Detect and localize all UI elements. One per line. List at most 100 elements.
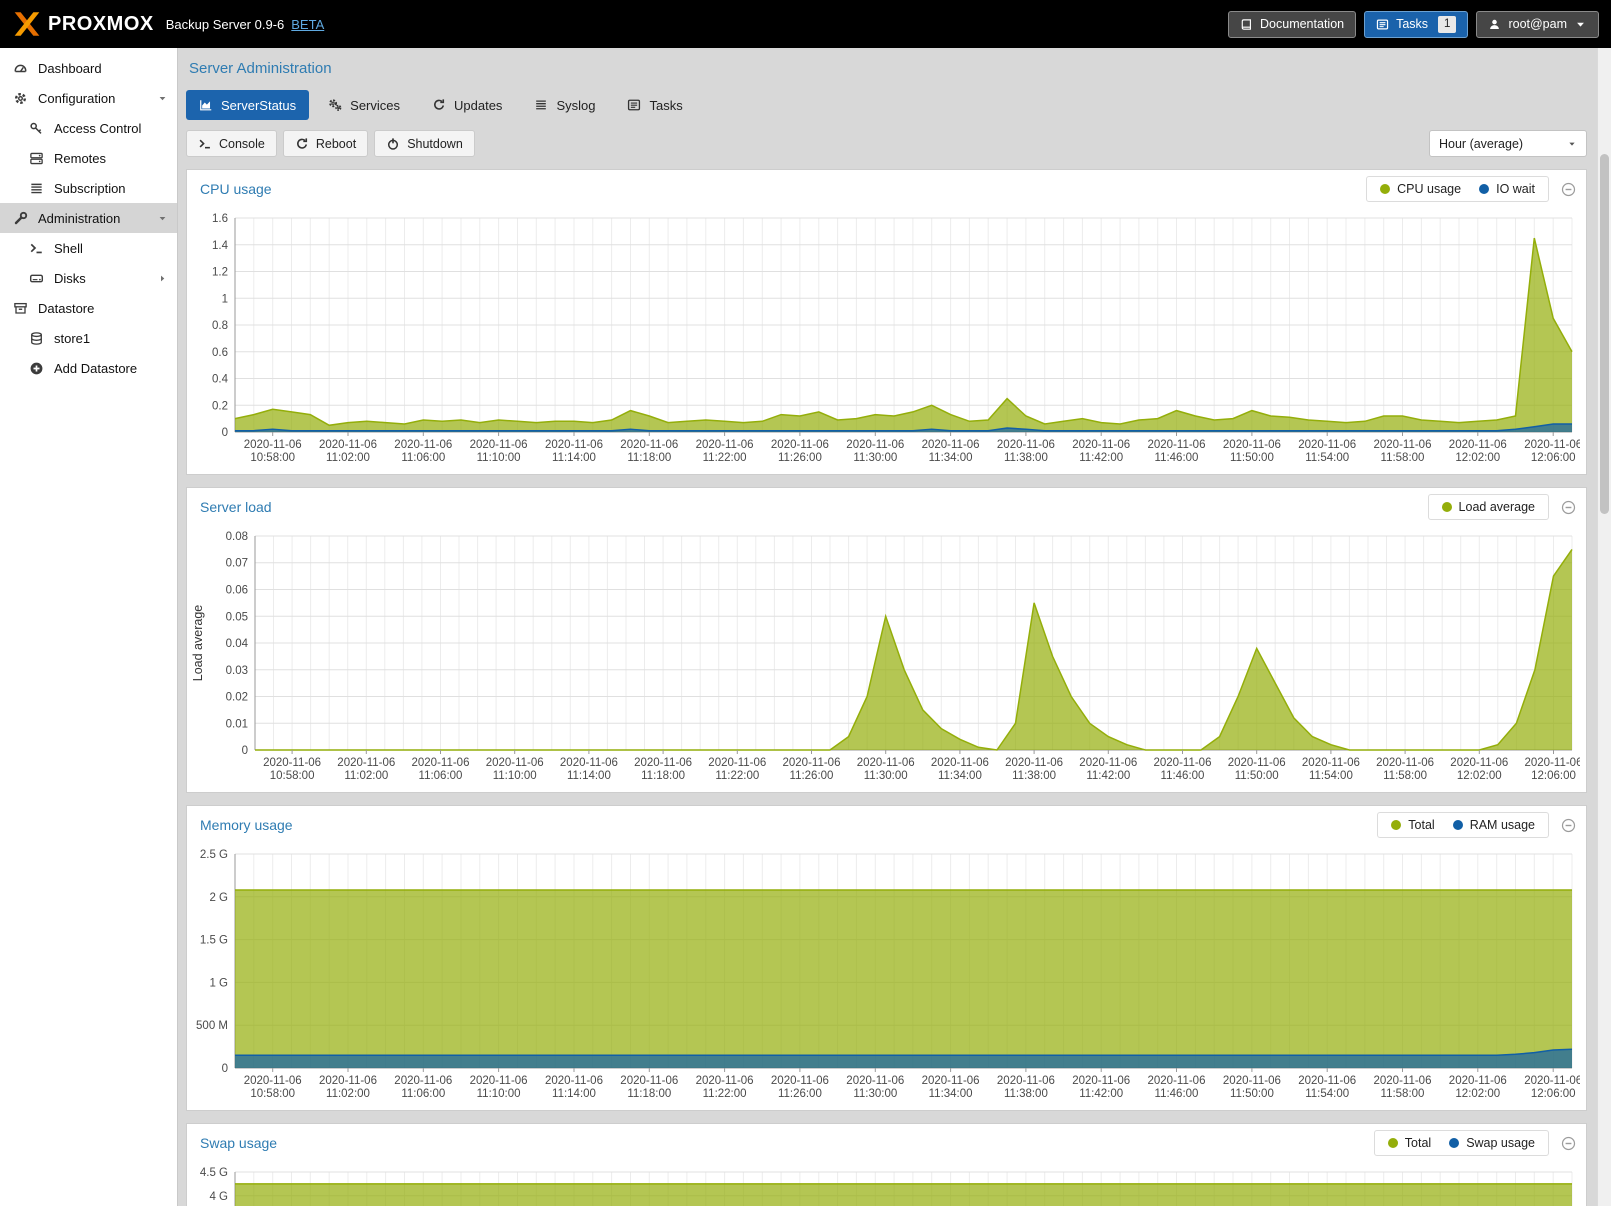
sidebar-item-label: Dashboard — [38, 60, 102, 76]
sidebar-item-datastore[interactable]: Datastore — [0, 293, 177, 323]
tab-tasks[interactable]: Tasks — [614, 90, 695, 120]
tab-services[interactable]: Services — [315, 90, 413, 120]
legend-load-average[interactable]: Load average — [1441, 500, 1535, 514]
svg-text:1 G: 1 G — [209, 977, 228, 989]
sidebar-item-shell[interactable]: Shell — [0, 233, 177, 263]
legend-io-wait[interactable]: IO wait — [1479, 182, 1535, 196]
chart-title: Memory usage — [200, 817, 293, 833]
sidebar-item-label: Add Datastore — [54, 360, 138, 376]
user-menu-button[interactable]: root@pam — [1476, 10, 1599, 38]
sidebar-item-label: Remotes — [54, 150, 107, 166]
chevron-down-icon — [157, 213, 168, 224]
svg-text:0.2: 0.2 — [212, 400, 228, 412]
chart-area-icon — [199, 98, 213, 112]
database-icon — [29, 331, 45, 346]
tab-syslog[interactable]: Syslog — [521, 90, 608, 120]
collapse-panel-button[interactable] — [1561, 182, 1576, 197]
key-icon — [29, 121, 45, 136]
sidebar-item-dashboard[interactable]: Dashboard — [0, 53, 177, 83]
collapse-panel-button[interactable] — [1561, 1136, 1576, 1151]
chart-legend: Total Swap usage — [1373, 1130, 1549, 1156]
collapse-panel-button[interactable] — [1561, 818, 1576, 833]
legend-total[interactable]: Total — [1387, 1136, 1431, 1150]
collapse-panel-button[interactable] — [1561, 500, 1576, 515]
tab-serverstatus[interactable]: ServerStatus — [186, 90, 310, 120]
legend-label: Swap usage — [1466, 1136, 1535, 1150]
time-range-value: Hour (average) — [1439, 136, 1524, 151]
documentation-button[interactable]: Documentation — [1228, 10, 1357, 38]
legend-cpu-usage[interactable]: CPU usage — [1380, 182, 1461, 196]
book-icon — [1240, 18, 1253, 31]
tasks-count-badge: 1 — [1438, 15, 1457, 33]
console-button[interactable]: Console — [186, 130, 277, 157]
tab-updates[interactable]: Updates — [419, 90, 515, 120]
legend-label: IO wait — [1496, 182, 1535, 196]
disk-icon — [29, 271, 45, 286]
legend-total[interactable]: Total — [1391, 818, 1435, 832]
svg-text:500 M: 500 M — [196, 1020, 228, 1032]
svg-text:1.6: 1.6 — [212, 213, 228, 225]
main-content: Server Administration ServerStatus Servic… — [178, 48, 1597, 1206]
sidebar-item-store1[interactable]: store1 — [0, 323, 177, 353]
chart-legend: CPU usage IO wait — [1366, 176, 1549, 202]
shutdown-button[interactable]: Shutdown — [374, 130, 475, 157]
sidebar-item-label: store1 — [54, 330, 91, 346]
legend-ram-usage[interactable]: RAM usage — [1452, 818, 1535, 832]
proxmox-logo-icon — [12, 11, 42, 37]
sidebar-item-configuration[interactable]: Configuration — [0, 83, 177, 113]
toolbar: Console Reboot Shutdown Hour (average) — [186, 130, 1587, 157]
reboot-button[interactable]: Reboot — [282, 130, 369, 157]
toolbar-button-label: Console — [219, 136, 265, 151]
product-version: Backup Server 0.9-6 — [165, 16, 285, 32]
refresh-icon — [432, 98, 446, 112]
sidebar-item-administration[interactable]: Administration — [0, 203, 177, 233]
svg-text:0.6: 0.6 — [212, 347, 228, 359]
svg-text:Load average: Load average — [191, 605, 205, 682]
svg-text:0: 0 — [222, 427, 228, 439]
scrollbar-track[interactable] — [1597, 48, 1611, 1206]
tab-label: Services — [350, 97, 401, 113]
time-range-select[interactable]: Hour (average) — [1429, 130, 1587, 157]
panel-header: CPU usage CPU usage IO wait — [187, 170, 1586, 208]
legend-dot — [1479, 184, 1490, 194]
sidebar-item-disks[interactable]: Disks — [0, 263, 177, 293]
scrollbar-thumb[interactable] — [1600, 154, 1609, 514]
svg-text:0.07: 0.07 — [226, 558, 248, 570]
sidebar-item-add-datastore[interactable]: Add Datastore — [0, 353, 177, 383]
sidebar-item-access-control[interactable]: Access Control — [0, 113, 177, 143]
legend-label: CPU usage — [1397, 182, 1462, 196]
legend-swap-usage[interactable]: Swap usage — [1449, 1136, 1535, 1150]
svg-text:0.05: 0.05 — [226, 611, 248, 623]
sidebar-item-subscription[interactable]: Subscription — [0, 173, 177, 203]
legend-dot — [1449, 1138, 1460, 1148]
svg-text:0: 0 — [222, 1063, 228, 1075]
tasks-button[interactable]: Tasks 1 — [1364, 10, 1469, 38]
toolbar-button-label: Reboot — [315, 136, 357, 151]
legend-dot — [1452, 820, 1463, 830]
beta-link[interactable]: BETA — [291, 16, 325, 32]
sidebar-item-remotes[interactable]: Remotes — [0, 143, 177, 173]
documentation-button-label: Documentation — [1260, 17, 1345, 31]
